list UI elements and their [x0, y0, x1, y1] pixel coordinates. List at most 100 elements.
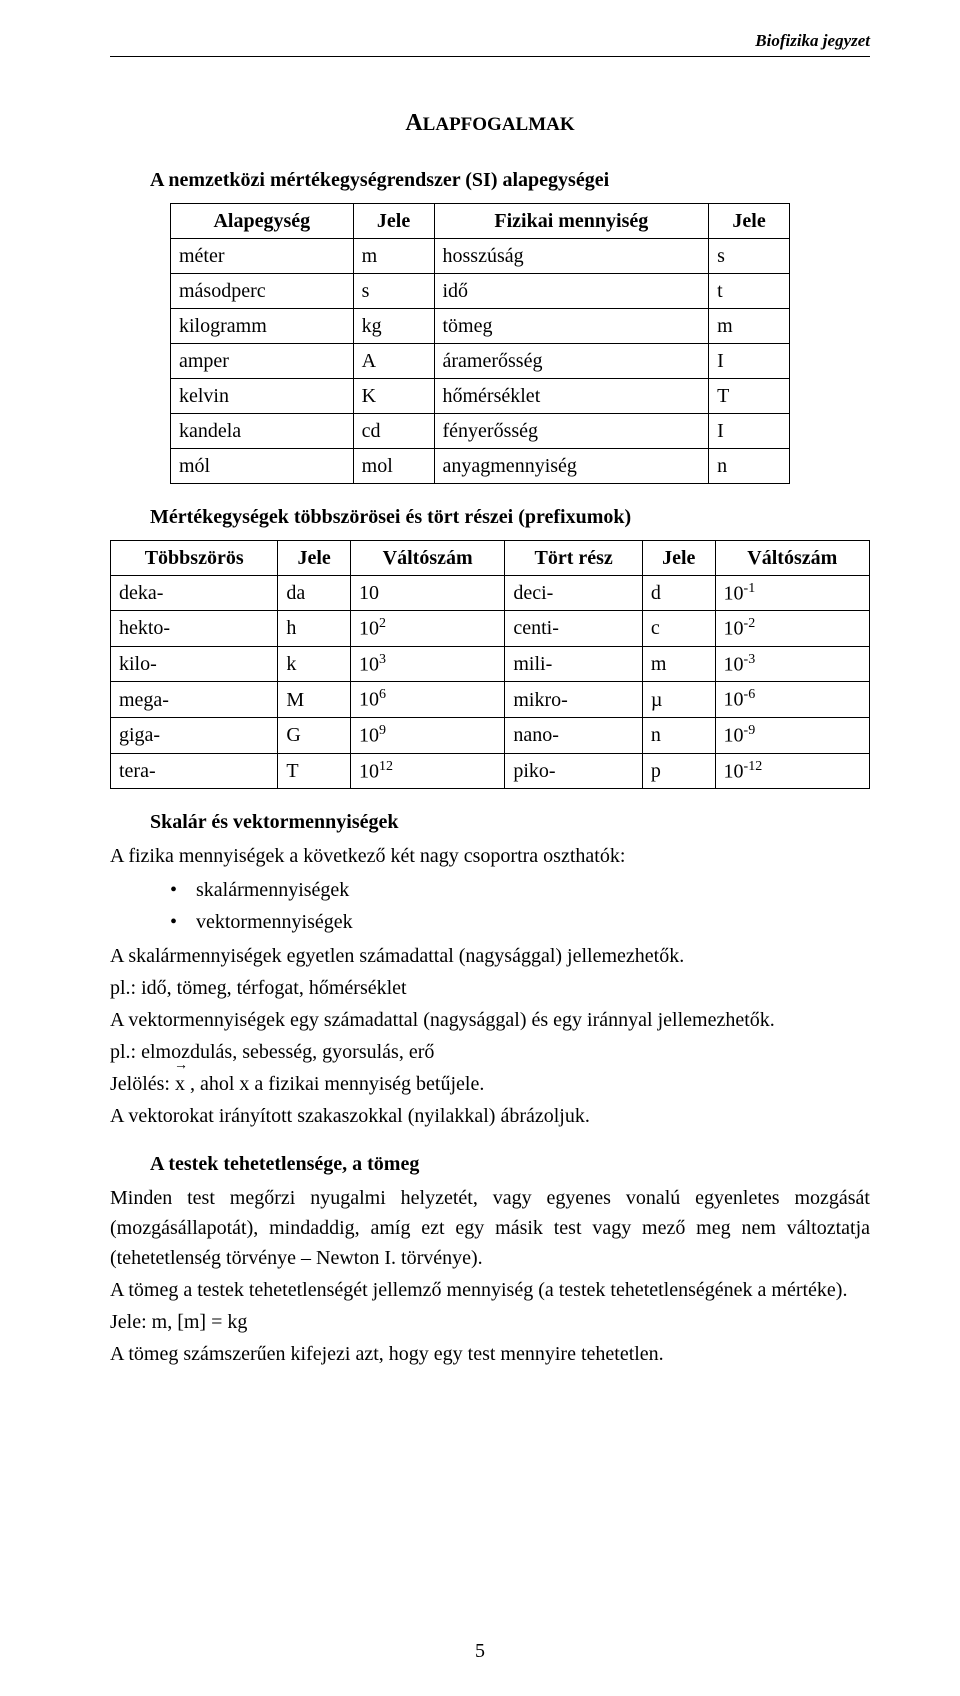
table-cell: mili- [505, 646, 643, 682]
col-header: Jele [353, 203, 434, 238]
table-cell: 10-9 [715, 718, 869, 754]
page: Biofizika jegyzet ALAPFOGALMAK A nemzetk… [0, 0, 960, 1696]
mass-p3: Jele: m, [m] = kg [110, 1307, 870, 1337]
table-cell: mega- [111, 682, 278, 718]
vector-x-symbol: x [175, 1069, 185, 1099]
table-row: deka-da10deci-d10-1 [111, 575, 870, 611]
table-cell: m [353, 238, 434, 273]
table-cell: 10-6 [715, 682, 869, 718]
table-cell: 10-12 [715, 753, 869, 789]
mass-heading: A testek tehetetlensége, a tömeg [110, 1149, 870, 1179]
table-row: mega-M106mikro-µ10-6 [111, 682, 870, 718]
table-cell: 103 [350, 646, 504, 682]
table-cell: giga- [111, 718, 278, 754]
notation-prefix: Jelölés: [110, 1073, 175, 1095]
table-header-row: Többszörös Jele Váltószám Tört rész Jele… [111, 540, 870, 575]
table-row: giga-G109nano-n10-9 [111, 718, 870, 754]
vector-notation: Jelölés: x , ahol x a fizikai mennyiség … [110, 1069, 870, 1099]
table-cell: m [642, 646, 715, 682]
table-cell: t [709, 273, 790, 308]
section2-heading: Mértékegységek többszörösei és tört rész… [110, 502, 870, 532]
table-row: kilogrammkgtömegm [171, 308, 790, 343]
col-header: Alapegység [171, 203, 354, 238]
table-cell: s [353, 273, 434, 308]
table-cell: tera- [111, 753, 278, 789]
table-cell: fényerősség [434, 413, 709, 448]
col-header: Jele [642, 540, 715, 575]
scalar-describe: A skalármennyiségek egyetlen számadattal… [110, 941, 870, 971]
table-cell: n [642, 718, 715, 754]
vector-drawing: A vektorokat irányított szakaszokkal (ny… [110, 1101, 870, 1131]
table-cell: cd [353, 413, 434, 448]
col-header: Többszörös [111, 540, 278, 575]
mass-p1: Minden test megőrzi nyugalmi helyzetét, … [110, 1183, 870, 1273]
table-cell: n [709, 448, 790, 483]
running-header: Biofizika jegyzet [110, 28, 870, 57]
col-header: Váltószám [350, 540, 504, 575]
table-cell: M [278, 682, 351, 718]
prefixes-table: Többszörös Jele Váltószám Tört rész Jele… [110, 540, 870, 790]
table-row: kilo-k103mili-m10-3 [111, 646, 870, 682]
table-cell: kilogramm [171, 308, 354, 343]
table-cell: A [353, 343, 434, 378]
table-header-row: Alapegység Jele Fizikai mennyiség Jele [171, 203, 790, 238]
table-cell: mól [171, 448, 354, 483]
table-cell: 10-1 [715, 575, 869, 611]
table-row: kandelacdfényerősségI [171, 413, 790, 448]
table-cell: kilo- [111, 646, 278, 682]
table-cell: 10-2 [715, 611, 869, 647]
col-header: Tört rész [505, 540, 643, 575]
table-cell: nano- [505, 718, 643, 754]
table-cell: kg [353, 308, 434, 343]
section1-heading: A nemzetközi mértékegységrendszer (SI) a… [110, 165, 870, 195]
table-cell: kelvin [171, 378, 354, 413]
title-rest: LAPFOGALMAK [423, 114, 575, 135]
bullet-item: vektormennyiségek [170, 907, 870, 937]
table-cell: k [278, 646, 351, 682]
si-units-table: Alapegység Jele Fizikai mennyiség Jele m… [170, 203, 790, 484]
table-cell: 10-3 [715, 646, 869, 682]
table-cell: d [642, 575, 715, 611]
table-cell: tömeg [434, 308, 709, 343]
table-cell: hekto- [111, 611, 278, 647]
scalar-vector-intro: A fizika mennyiségek a következő két nag… [110, 841, 870, 871]
table-cell: anyagmennyiség [434, 448, 709, 483]
table-row: amperAáramerősségI [171, 343, 790, 378]
table-cell: idő [434, 273, 709, 308]
table-row: métermhosszúságs [171, 238, 790, 273]
table-cell: hosszúság [434, 238, 709, 273]
title-initial: A [405, 110, 422, 136]
table-cell: 109 [350, 718, 504, 754]
table-row: kelvinKhőmérsékletT [171, 378, 790, 413]
table-cell: deci- [505, 575, 643, 611]
bullet-item: skalármennyiségek [170, 875, 870, 905]
table-cell: s [709, 238, 790, 273]
table-cell: I [709, 413, 790, 448]
table-cell: 102 [350, 611, 504, 647]
table-cell: áramerősség [434, 343, 709, 378]
col-header: Jele [709, 203, 790, 238]
table-cell: I [709, 343, 790, 378]
notation-suffix: , ahol x a fizikai mennyiség betűjele. [185, 1073, 484, 1095]
mass-p2: A tömeg a testek tehetetlenségét jellemz… [110, 1275, 870, 1305]
mass-p4: A tömeg számszerűen kifejezi azt, hogy e… [110, 1339, 870, 1369]
table-row: mólmolanyagmennyiségn [171, 448, 790, 483]
table-cell: mikro- [505, 682, 643, 718]
table-row: hekto-h102centi-c10-2 [111, 611, 870, 647]
page-number: 5 [0, 1636, 960, 1666]
table-cell: másodperc [171, 273, 354, 308]
col-header: Fizikai mennyiség [434, 203, 709, 238]
table-cell: da [278, 575, 351, 611]
col-header: Jele [278, 540, 351, 575]
table-cell: amper [171, 343, 354, 378]
table-cell: 1012 [350, 753, 504, 789]
vector-examples: pl.: elmozdulás, sebesség, gyorsulás, er… [110, 1037, 870, 1067]
table-cell: 10 [350, 575, 504, 611]
table-cell: p [642, 753, 715, 789]
table-cell: T [278, 753, 351, 789]
scalar-vector-bullets: skalármennyiségek vektormennyiségek [170, 875, 870, 937]
table-cell: méter [171, 238, 354, 273]
table-cell: mol [353, 448, 434, 483]
table-cell: h [278, 611, 351, 647]
table-cell: m [709, 308, 790, 343]
